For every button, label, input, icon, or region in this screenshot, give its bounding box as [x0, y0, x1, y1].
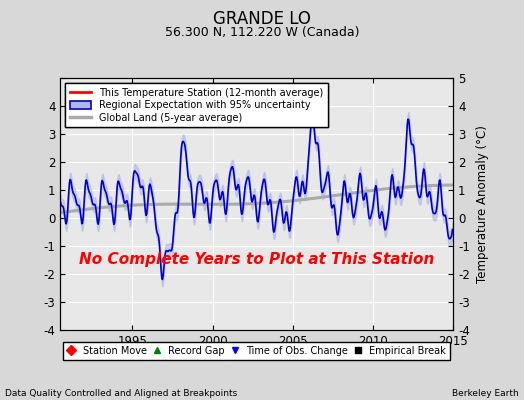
Legend: This Temperature Station (12-month average), Regional Expectation with 95% uncer: This Temperature Station (12-month avera… — [65, 83, 328, 128]
Text: Berkeley Earth: Berkeley Earth — [452, 389, 519, 398]
Legend: Station Move, Record Gap, Time of Obs. Change, Empirical Break: Station Move, Record Gap, Time of Obs. C… — [63, 342, 450, 360]
Text: Data Quality Controlled and Aligned at Breakpoints: Data Quality Controlled and Aligned at B… — [5, 389, 237, 398]
Text: GRANDE LO: GRANDE LO — [213, 10, 311, 28]
Y-axis label: Temperature Anomaly (°C): Temperature Anomaly (°C) — [476, 125, 488, 283]
Text: No Complete Years to Plot at This Station: No Complete Years to Plot at This Statio… — [79, 252, 434, 267]
Text: 56.300 N, 112.220 W (Canada): 56.300 N, 112.220 W (Canada) — [165, 26, 359, 39]
